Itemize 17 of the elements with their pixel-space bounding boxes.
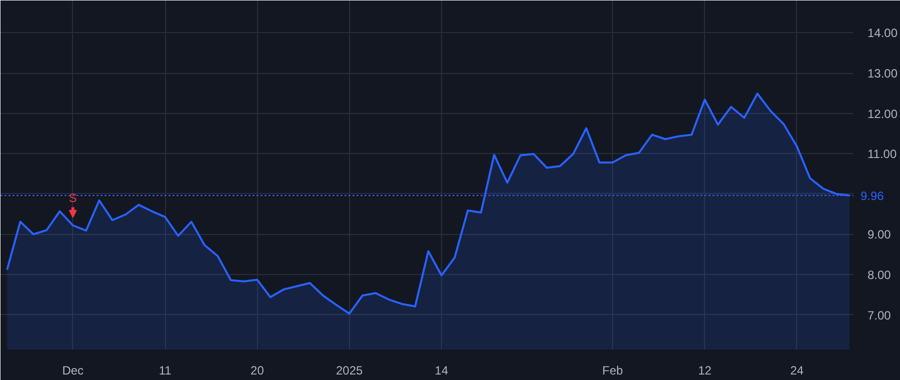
x-tick-label: 20	[250, 364, 264, 378]
x-tick-label: Feb	[602, 364, 624, 378]
x-tick-label: 14	[434, 364, 448, 378]
x-tick-label: Dec	[62, 364, 84, 378]
y-tick-label: 13.00	[868, 66, 898, 81]
x-tick-label: 12	[698, 364, 712, 378]
ref-line-label: 9.96	[860, 189, 884, 204]
y-tick-label: 8.00	[868, 268, 892, 282]
x-tick-label: 24	[790, 364, 804, 378]
y-tick-label: 14.00	[868, 26, 898, 40]
y-tick-label: 11.00	[868, 147, 897, 162]
x-tick-label: 2025	[336, 364, 364, 378]
annotation: S	[68, 191, 77, 206]
x-tick-label: 11	[158, 364, 172, 378]
y-tick-label: 12.00	[868, 106, 898, 121]
y-tick-label: 7.00	[868, 308, 892, 322]
y-tick-label: 9.00	[868, 228, 892, 242]
